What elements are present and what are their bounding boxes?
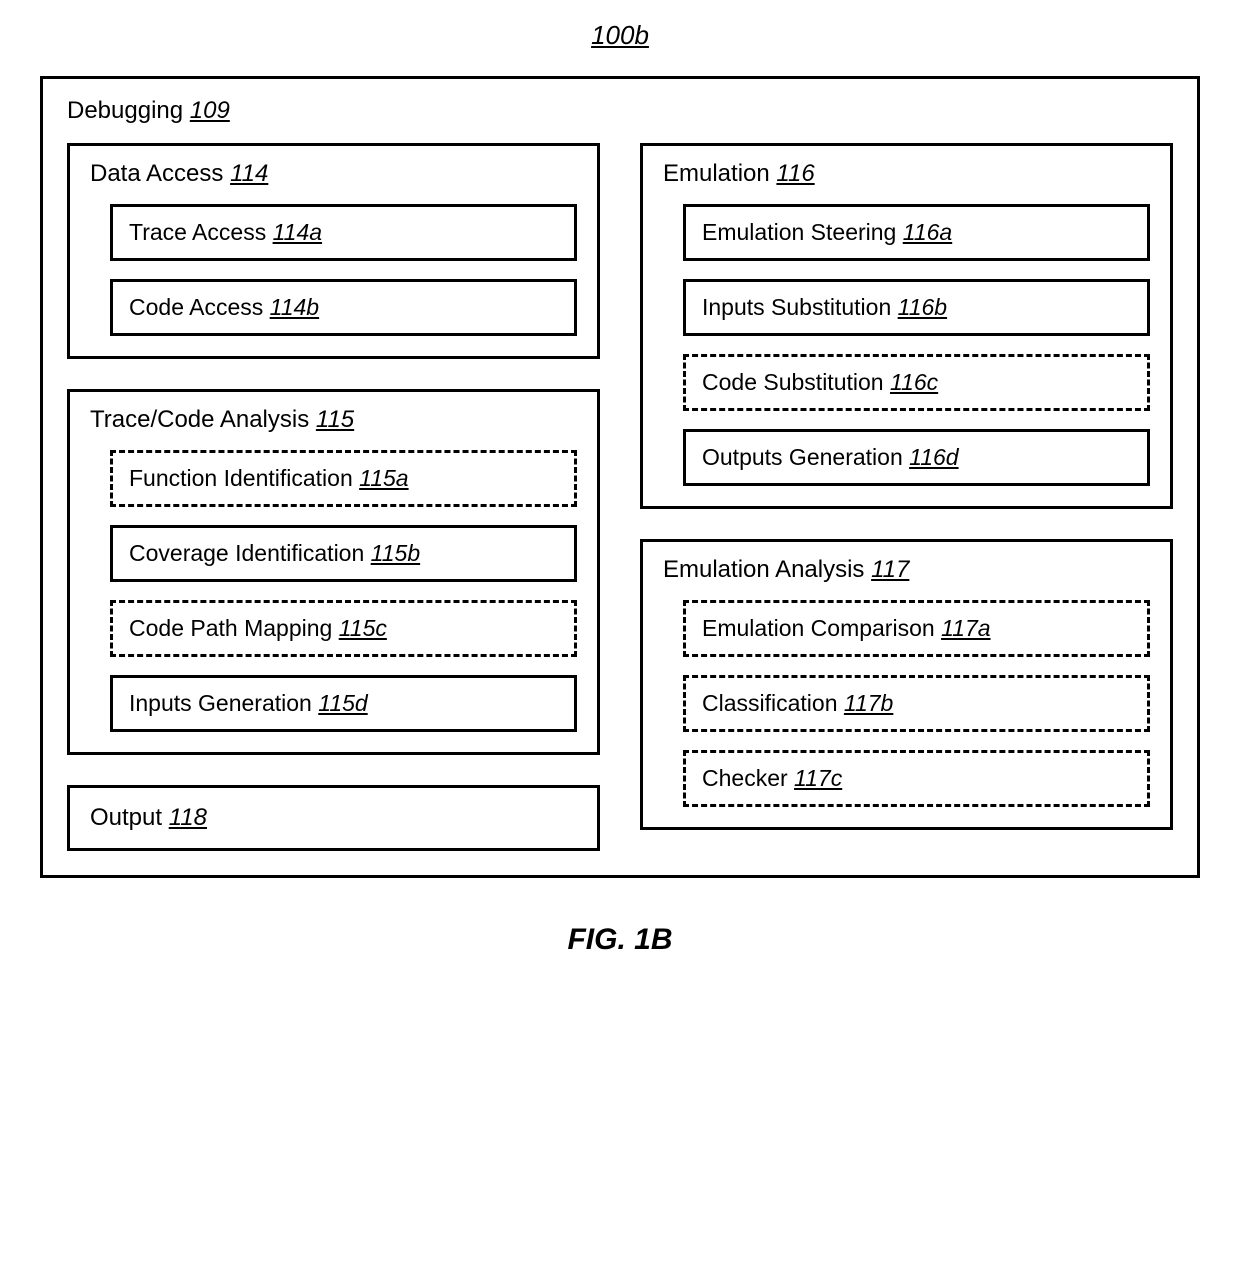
output-box: Output 118 xyxy=(67,785,600,851)
item-box: Inputs Generation 115d xyxy=(110,675,577,732)
item-box: Code Access 114b xyxy=(110,279,577,336)
group-title-text: Data Access xyxy=(90,160,223,187)
item-box: Trace Access 114a xyxy=(110,204,577,261)
item-box: Classification 117b xyxy=(683,675,1150,732)
figure-bottom-label: FIG. 1B xyxy=(20,923,1220,957)
item-text: Coverage Identification xyxy=(129,540,364,566)
item-text: Code Path Mapping xyxy=(129,615,332,641)
item-ref: 116d xyxy=(909,444,958,470)
group-title: Emulation Analysis 117 xyxy=(663,556,1150,584)
group-title: Data Access 114 xyxy=(90,160,577,188)
item-text: Emulation Steering xyxy=(702,219,896,245)
debugging-title-ref: 109 xyxy=(190,97,230,124)
debugging-title-text: Debugging xyxy=(67,97,183,124)
debugging-title: Debugging 109 xyxy=(67,97,1173,125)
item-box: Outputs Generation 116d xyxy=(683,429,1150,486)
item-text: Inputs Generation xyxy=(129,690,312,716)
group-title-text: Emulation xyxy=(663,160,770,187)
item-ref: 116a xyxy=(903,219,952,245)
item-box: Coverage Identification 115b xyxy=(110,525,577,582)
group-title: Trace/Code Analysis 115 xyxy=(90,406,577,434)
item-text: Function Identification xyxy=(129,465,353,491)
group-title-text: Trace/Code Analysis xyxy=(90,406,309,433)
output-ref: 118 xyxy=(169,804,207,831)
item-list: Trace Access 114a Code Access 114b xyxy=(90,204,577,336)
item-ref: 116c xyxy=(890,369,938,395)
item-ref: 117a xyxy=(941,615,990,641)
figure-top-label: 100b xyxy=(20,20,1220,51)
item-list: Function Identification 115a Coverage Ide… xyxy=(90,450,577,732)
item-ref: 115c xyxy=(339,615,387,641)
item-text: Classification xyxy=(702,690,838,716)
item-box: Checker 117c xyxy=(683,750,1150,807)
item-box: Emulation Steering 116a xyxy=(683,204,1150,261)
group-title-ref: 114 xyxy=(230,160,268,187)
item-box: Inputs Substitution 116b xyxy=(683,279,1150,336)
item-ref: 116b xyxy=(898,294,947,320)
item-text: Code Substitution xyxy=(702,369,884,395)
group-box: Trace/Code Analysis 115 Function Identifi… xyxy=(67,389,600,755)
item-box: Code Substitution 116c xyxy=(683,354,1150,411)
item-ref: 117b xyxy=(844,690,893,716)
item-text: Checker xyxy=(702,765,788,791)
group-title-ref: 117 xyxy=(871,556,909,583)
debugging-container: Debugging 109 Data Access 114 Trace Acces… xyxy=(40,76,1200,878)
item-ref: 117c xyxy=(794,765,842,791)
group-title-text: Emulation Analysis xyxy=(663,556,864,583)
item-text: Trace Access xyxy=(129,219,266,245)
item-ref: 114b xyxy=(270,294,319,320)
item-box: Function Identification 115a xyxy=(110,450,577,507)
item-box: Code Path Mapping 115c xyxy=(110,600,577,657)
columns-wrapper: Data Access 114 Trace Access 114a Code Acc… xyxy=(67,143,1173,851)
item-ref: 114a xyxy=(273,219,322,245)
item-ref: 115a xyxy=(359,465,408,491)
group-box: Emulation Analysis 117 Emulation Comparis… xyxy=(640,539,1173,830)
item-box: Emulation Comparison 117a xyxy=(683,600,1150,657)
group-title-ref: 115 xyxy=(316,406,354,433)
item-text: Code Access xyxy=(129,294,263,320)
item-ref: 115b xyxy=(371,540,420,566)
right-column: Emulation 116 Emulation Steering 116a Inpu… xyxy=(640,143,1173,851)
item-text: Outputs Generation xyxy=(702,444,903,470)
group-title: Emulation 116 xyxy=(663,160,1150,188)
item-ref: 115d xyxy=(318,690,367,716)
item-list: Emulation Steering 116a Inputs Substituti… xyxy=(663,204,1150,486)
output-text: Output xyxy=(90,804,162,831)
group-box: Data Access 114 Trace Access 114a Code Acc… xyxy=(67,143,600,359)
left-column: Data Access 114 Trace Access 114a Code Acc… xyxy=(67,143,600,851)
group-title-ref: 116 xyxy=(776,160,814,187)
item-text: Inputs Substitution xyxy=(702,294,891,320)
group-box: Emulation 116 Emulation Steering 116a Inpu… xyxy=(640,143,1173,509)
item-text: Emulation Comparison xyxy=(702,615,935,641)
item-list: Emulation Comparison 117a Classification … xyxy=(663,600,1150,807)
